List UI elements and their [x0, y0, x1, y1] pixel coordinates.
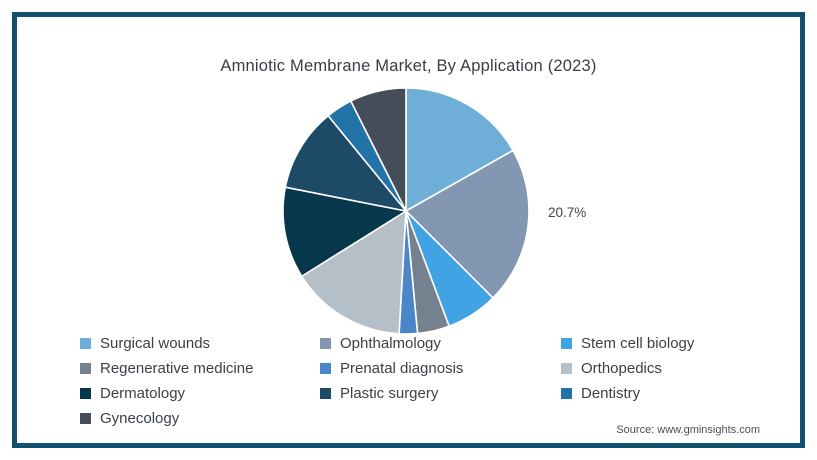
legend-label: Regenerative medicine	[100, 360, 254, 377]
legend-swatch	[320, 363, 331, 374]
source-credit: Source: www.gminsights.com	[616, 424, 760, 436]
legend-item-plastic-surgery: Plastic surgery	[320, 381, 561, 406]
legend-item-prenatal-diagnosis: Prenatal diagnosis	[320, 356, 561, 381]
legend-swatch	[561, 338, 572, 349]
legend-label: Stem cell biology	[581, 335, 695, 352]
legend-item-dermatology: Dermatology	[80, 381, 320, 406]
legend: Surgical wounds Ophthalmology Stem cell bi…	[80, 331, 694, 431]
legend-swatch	[561, 388, 572, 399]
legend-label: Orthopedics	[581, 360, 662, 377]
legend-swatch	[80, 413, 91, 424]
legend-label: Ophthalmology	[340, 335, 441, 352]
legend-swatch	[561, 363, 572, 374]
legend-item-surgical-wounds: Surgical wounds	[80, 331, 320, 356]
legend-label: Plastic surgery	[340, 385, 439, 402]
legend-swatch	[320, 388, 331, 399]
legend-item-ophthalmology: Ophthalmology	[320, 331, 561, 356]
legend-swatch	[80, 338, 91, 349]
legend-item-regenerative-medicine: Regenerative medicine	[80, 356, 320, 381]
pie-slice-gynecology	[350, 87, 407, 212]
legend-item-stem-cell-biology: Stem cell biology	[561, 331, 694, 356]
pie-slice-ophthalmology	[405, 149, 530, 299]
chart-title: Amniotic Membrane Market, By Application…	[220, 57, 597, 75]
legend-swatch	[320, 338, 331, 349]
legend-label: Surgical wounds	[100, 335, 211, 352]
pie-slice-surgical-wounds	[405, 87, 514, 212]
legend-item-orthopedics: Orthopedics	[561, 356, 694, 381]
legend-label: Dermatology	[100, 385, 186, 402]
legend-item-gynecology: Gynecology	[80, 406, 320, 431]
pie-slice-orthopedics	[300, 210, 407, 335]
legend-label: Prenatal diagnosis	[340, 360, 464, 377]
legend-label: Gynecology	[100, 410, 180, 427]
pie-slice-dermatology	[282, 186, 407, 278]
legend-label: Dentistry	[581, 385, 641, 402]
legend-item-dentistry: Dentistry	[561, 381, 694, 406]
frame-border: Amniotic Membrane Market, By Application…	[12, 12, 805, 448]
slice-value-label: 20.7%	[548, 205, 587, 220]
pie-chart-svg	[282, 87, 530, 335]
legend-swatch	[80, 363, 91, 374]
legend-swatch	[80, 388, 91, 399]
pie-chart	[276, 81, 536, 341]
pie-slice-plastic-surgery	[284, 114, 407, 212]
